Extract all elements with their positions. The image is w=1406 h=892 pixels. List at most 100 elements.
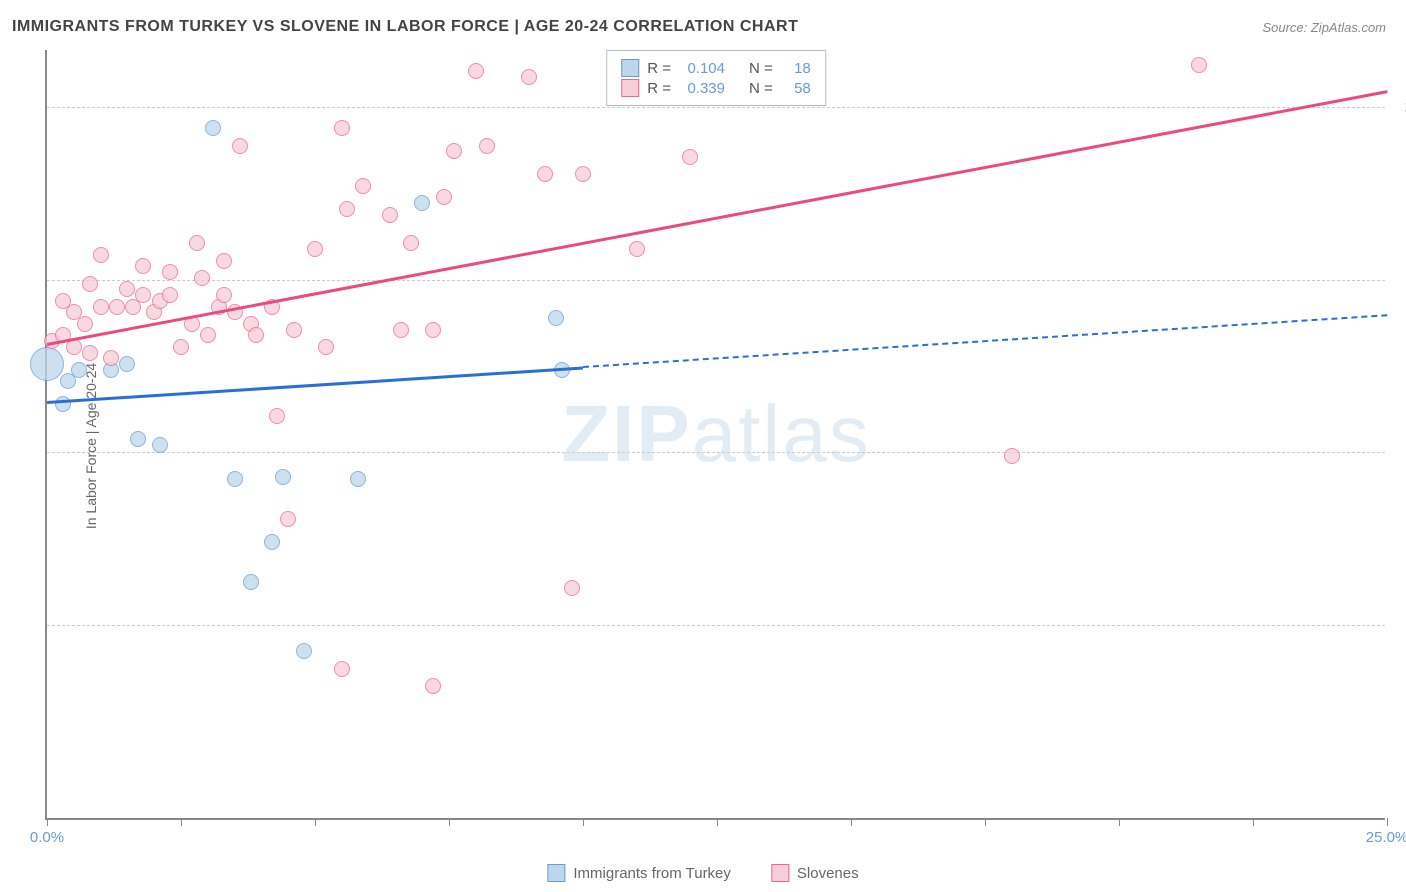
x-tick: [1253, 818, 1254, 826]
x-tick: [985, 818, 986, 826]
legend-stats: R =0.104N =18R =0.339N =58: [606, 50, 826, 106]
n-label: N =: [749, 60, 773, 77]
data-point: [682, 149, 698, 165]
data-point: [227, 471, 243, 487]
legend-swatch: [621, 79, 639, 97]
data-point: [93, 247, 109, 263]
plot-area: ZIPatlas 55.0%70.0%85.0%100.0%0.0%25.0%R…: [45, 50, 1385, 820]
x-tick: [449, 818, 450, 826]
gridline: [47, 452, 1385, 453]
data-point: [152, 437, 168, 453]
data-point: [414, 195, 430, 211]
legend-label: Slovenes: [797, 865, 859, 882]
chart-title: IMMIGRANTS FROM TURKEY VS SLOVENE IN LAB…: [12, 18, 798, 36]
r-value: 0.339: [679, 80, 725, 97]
data-point: [82, 345, 98, 361]
data-point: [205, 120, 221, 136]
data-point: [194, 270, 210, 286]
legend-swatch: [621, 59, 639, 77]
legend-row: R = 0.104 N = 18: [621, 59, 811, 77]
data-point: [355, 178, 371, 194]
data-point: [393, 322, 409, 338]
data-point: [109, 299, 125, 315]
data-point: [425, 678, 441, 694]
data-point: [403, 235, 419, 251]
data-point: [71, 362, 87, 378]
data-point: [264, 534, 280, 550]
x-tick: [1119, 818, 1120, 826]
data-point: [1191, 57, 1207, 73]
data-point: [318, 339, 334, 355]
data-point: [629, 241, 645, 257]
legend-label: Immigrants from Turkey: [573, 865, 731, 882]
data-point: [382, 207, 398, 223]
data-point: [436, 189, 452, 205]
data-point: [119, 356, 135, 372]
data-point: [135, 258, 151, 274]
r-value: 0.104: [679, 60, 725, 77]
data-point: [93, 299, 109, 315]
x-tick: [851, 818, 852, 826]
x-tick: [583, 818, 584, 826]
data-point: [162, 287, 178, 303]
data-point: [232, 138, 248, 154]
data-point: [77, 316, 93, 332]
data-point: [216, 253, 232, 269]
legend-swatch: [547, 864, 565, 882]
data-point: [575, 166, 591, 182]
data-point: [30, 347, 64, 381]
data-point: [425, 322, 441, 338]
data-point: [350, 471, 366, 487]
trend-line: [47, 90, 1387, 345]
x-tick: [1387, 818, 1388, 826]
data-point: [162, 264, 178, 280]
n-value: 18: [781, 60, 811, 77]
data-point: [275, 469, 291, 485]
watermark: ZIPatlas: [561, 388, 870, 480]
data-point: [286, 322, 302, 338]
data-point: [1004, 448, 1020, 464]
data-point: [130, 431, 146, 447]
data-point: [564, 580, 580, 596]
data-point: [339, 201, 355, 217]
data-point: [82, 276, 98, 292]
data-point: [307, 241, 323, 257]
data-point: [200, 327, 216, 343]
data-point: [446, 143, 462, 159]
x-tick-label: 0.0%: [30, 829, 64, 846]
data-point: [189, 235, 205, 251]
data-point: [243, 574, 259, 590]
data-point: [173, 339, 189, 355]
data-point: [248, 327, 264, 343]
data-point: [103, 350, 119, 366]
watermark-rest: atlas: [692, 389, 871, 478]
watermark-bold: ZIP: [561, 389, 691, 478]
data-point: [296, 643, 312, 659]
data-point: [334, 120, 350, 136]
trend-line: [583, 314, 1387, 368]
r-label: R =: [647, 60, 671, 77]
legend-swatch: [771, 864, 789, 882]
legend-item: Immigrants from Turkey: [547, 864, 731, 882]
legend-bottom: Immigrants from Turkey Slovenes: [547, 864, 858, 882]
x-tick: [717, 818, 718, 826]
gridline: [47, 625, 1385, 626]
legend-item: Slovenes: [771, 864, 859, 882]
x-tick-label: 25.0%: [1366, 829, 1406, 846]
data-point: [135, 287, 151, 303]
data-point: [119, 281, 135, 297]
legend-row: R =0.339N =58: [621, 79, 811, 97]
data-point: [479, 138, 495, 154]
x-tick: [181, 818, 182, 826]
x-tick: [47, 818, 48, 826]
data-point: [334, 661, 350, 677]
r-label: R =: [647, 80, 671, 97]
n-label: N =: [749, 80, 773, 97]
data-point: [548, 310, 564, 326]
data-point: [216, 287, 232, 303]
data-point: [269, 408, 285, 424]
data-point: [468, 63, 484, 79]
gridline: [47, 107, 1385, 108]
x-tick: [315, 818, 316, 826]
data-point: [537, 166, 553, 182]
